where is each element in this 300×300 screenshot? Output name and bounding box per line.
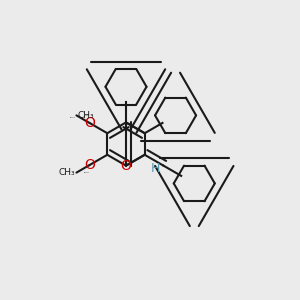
Text: O: O <box>121 159 131 172</box>
Text: O: O <box>84 158 95 172</box>
Text: H: H <box>151 162 160 175</box>
Text: O: O <box>84 116 95 130</box>
Text: methyl7: methyl7 <box>84 172 90 173</box>
Text: methoxy: methoxy <box>70 116 76 118</box>
Text: methyl6: methyl6 <box>84 115 90 116</box>
Text: CH₃: CH₃ <box>78 111 94 120</box>
Text: CH₃: CH₃ <box>58 168 75 177</box>
